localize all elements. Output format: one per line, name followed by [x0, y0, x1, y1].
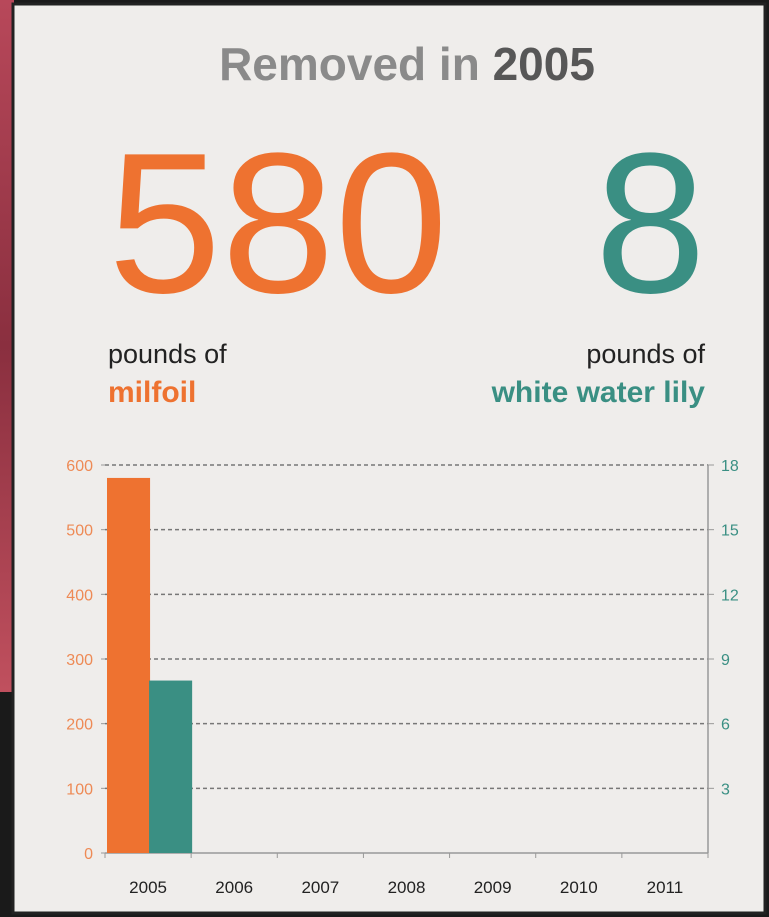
- y2-tick-label: 3: [721, 781, 730, 798]
- y-tick-label: 500: [66, 523, 93, 540]
- title-year: 2005: [493, 38, 595, 90]
- y2-tick-label: 18: [721, 458, 739, 475]
- bar: [149, 680, 193, 853]
- y2-tick-label: 15: [721, 523, 739, 540]
- bar-chart: 0 100 200 300 400 500 600 3 6 9 12 15 18 2005 2006 2007…: [66, 458, 739, 897]
- x-tick-label: 2011: [647, 878, 684, 897]
- y-tick-label: 300: [66, 652, 93, 669]
- callout-prefix: pounds of: [108, 339, 227, 369]
- x-tick-label: 2007: [301, 878, 339, 897]
- y-tick-label: 200: [66, 717, 93, 734]
- photo-edge: [0, 0, 14, 692]
- y2-tick-label: 12: [721, 587, 739, 604]
- y-tick-label: 0: [84, 846, 93, 863]
- callout-name: milfoil: [108, 376, 196, 409]
- x-tick-label: 2010: [560, 878, 598, 897]
- y2-tick-label: 9: [721, 652, 730, 669]
- y2-tick-label: 6: [721, 717, 730, 734]
- y-tick-label: 600: [66, 458, 93, 475]
- x-tick-label: 2009: [474, 878, 512, 897]
- x-tick-label: 2006: [215, 878, 253, 897]
- title: Removed in 2005: [219, 38, 595, 90]
- big-number: 580: [108, 112, 448, 335]
- x-tick-label: 2005: [129, 878, 167, 897]
- callout-prefix: pounds of: [586, 339, 705, 369]
- callout-name: white water lily: [491, 376, 706, 409]
- y-tick-label: 400: [66, 587, 93, 604]
- big-number: 8: [595, 112, 706, 335]
- x-tick-label: 2008: [388, 878, 426, 897]
- bar: [107, 477, 151, 853]
- title-text: Removed in: [219, 38, 480, 90]
- y-tick-label: 100: [66, 781, 93, 798]
